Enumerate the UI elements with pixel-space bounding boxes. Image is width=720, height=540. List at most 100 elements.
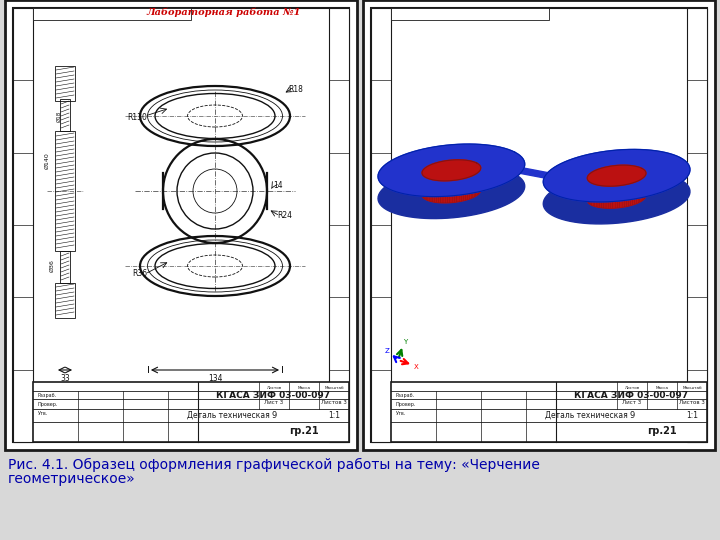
Polygon shape	[624, 165, 626, 187]
Text: Лист 3: Лист 3	[264, 401, 284, 406]
Polygon shape	[431, 164, 433, 187]
Polygon shape	[477, 163, 478, 186]
Polygon shape	[596, 185, 598, 207]
Text: Масса: Масса	[655, 386, 668, 390]
Polygon shape	[618, 186, 620, 208]
Polygon shape	[606, 186, 608, 208]
Polygon shape	[643, 177, 644, 200]
Polygon shape	[472, 161, 474, 184]
Polygon shape	[593, 184, 595, 206]
Text: Разраб.: Разраб.	[38, 393, 57, 397]
Polygon shape	[461, 160, 463, 182]
Polygon shape	[454, 180, 457, 202]
Polygon shape	[465, 160, 467, 183]
Polygon shape	[610, 166, 612, 188]
Polygon shape	[629, 165, 631, 187]
Bar	[371, 8, 391, 442]
Polygon shape	[642, 178, 643, 200]
Text: Деталь техническая: Деталь техническая	[545, 411, 628, 420]
Polygon shape	[438, 162, 441, 184]
Text: R24: R24	[277, 212, 292, 220]
Polygon shape	[473, 175, 474, 198]
Polygon shape	[479, 164, 480, 187]
Polygon shape	[428, 178, 429, 201]
Polygon shape	[378, 166, 525, 219]
Polygon shape	[448, 181, 450, 203]
Bar	[60, 99, 70, 131]
Polygon shape	[636, 181, 638, 204]
Text: Утв.: Утв.	[38, 411, 48, 416]
Polygon shape	[476, 173, 477, 196]
Polygon shape	[641, 179, 642, 201]
Polygon shape	[626, 184, 629, 206]
Polygon shape	[634, 166, 636, 188]
Bar	[5, 0, 357, 450]
Polygon shape	[378, 144, 525, 197]
Polygon shape	[443, 161, 445, 184]
Polygon shape	[478, 164, 479, 186]
Polygon shape	[600, 185, 602, 208]
Text: Масштаб: Масштаб	[682, 386, 702, 390]
Polygon shape	[596, 170, 598, 192]
Polygon shape	[621, 165, 624, 187]
Bar	[687, 8, 707, 442]
Polygon shape	[617, 165, 619, 187]
Polygon shape	[620, 185, 622, 207]
Bar	[391, 382, 707, 442]
Polygon shape	[633, 182, 635, 205]
Polygon shape	[641, 168, 642, 191]
Polygon shape	[598, 185, 600, 207]
Polygon shape	[423, 176, 424, 199]
Text: R36: R36	[132, 269, 147, 279]
Polygon shape	[445, 181, 448, 203]
Text: Z: Z	[384, 348, 390, 354]
Text: Листов 3: Листов 3	[679, 401, 705, 406]
Polygon shape	[445, 160, 447, 183]
Polygon shape	[464, 178, 466, 201]
Polygon shape	[604, 186, 606, 208]
Polygon shape	[422, 182, 481, 203]
Polygon shape	[469, 161, 471, 183]
Bar	[363, 0, 715, 450]
Text: Ø18: Ø18	[56, 110, 61, 122]
Text: R130: R130	[127, 113, 147, 123]
Polygon shape	[626, 165, 629, 187]
Polygon shape	[613, 186, 615, 208]
Text: 134: 134	[208, 374, 222, 383]
Polygon shape	[592, 183, 593, 206]
Polygon shape	[459, 160, 461, 182]
Polygon shape	[619, 165, 621, 187]
Polygon shape	[452, 180, 454, 202]
Text: КГАСА ЗИФ 03-00-097: КГАСА ЗИФ 03-00-097	[217, 391, 330, 400]
Polygon shape	[590, 183, 592, 205]
Bar	[371, 8, 707, 442]
Polygon shape	[601, 167, 603, 190]
Polygon shape	[636, 166, 638, 189]
Text: Ø140: Ø140	[45, 153, 50, 170]
Polygon shape	[433, 164, 434, 186]
Text: 14: 14	[273, 181, 283, 191]
Text: 9: 9	[629, 411, 634, 420]
Polygon shape	[463, 160, 465, 182]
Text: Провер.: Провер.	[38, 402, 58, 407]
Bar	[55, 131, 75, 251]
Bar	[55, 66, 75, 101]
Polygon shape	[423, 168, 424, 192]
Polygon shape	[427, 178, 428, 200]
Polygon shape	[459, 179, 462, 201]
Polygon shape	[589, 174, 590, 197]
Polygon shape	[428, 166, 429, 188]
Polygon shape	[592, 172, 593, 194]
Bar	[33, 382, 349, 442]
Polygon shape	[457, 179, 459, 202]
Polygon shape	[588, 187, 646, 208]
Text: Масса: Масса	[297, 386, 310, 390]
Polygon shape	[631, 183, 633, 205]
Polygon shape	[436, 180, 438, 202]
Polygon shape	[429, 179, 431, 201]
Polygon shape	[435, 180, 436, 202]
Text: 9: 9	[271, 411, 276, 420]
Polygon shape	[469, 158, 598, 188]
Polygon shape	[441, 161, 443, 184]
Text: Ø36: Ø36	[50, 260, 55, 273]
